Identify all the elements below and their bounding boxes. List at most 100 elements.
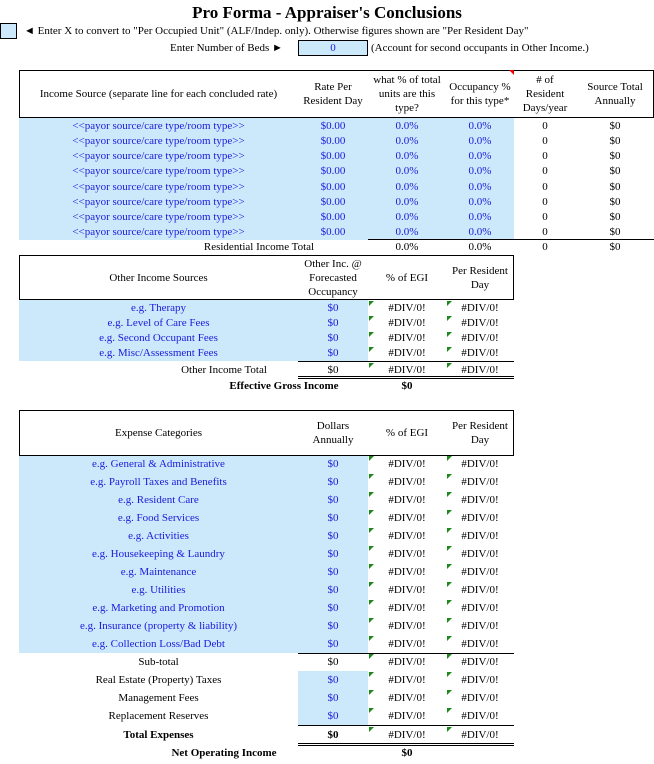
other-cell-2: #DIV/0! bbox=[388, 347, 426, 360]
income-cell-0[interactable]: <<payor source/care type/room type>> bbox=[72, 134, 245, 147]
expense-cell-0[interactable]: e.g. Housekeeping & Laundry bbox=[92, 548, 225, 560]
expense-cell-3: #DIV/0! bbox=[461, 566, 499, 578]
income-cell-0[interactable]: <<payor source/care type/room type>> bbox=[72, 150, 245, 162]
income-cell-2[interactable]: 0.0% bbox=[395, 165, 419, 178]
fixed-expense-cell-2: #DIV/0! bbox=[388, 710, 426, 722]
expense-header-1: Dollars Annually bbox=[312, 420, 354, 446]
other-cell-1[interactable]: $0 bbox=[327, 301, 339, 314]
income-cell-1[interactable]: $0.00 bbox=[320, 211, 346, 223]
fixed-expense-cell-1[interactable]: $0 bbox=[327, 710, 339, 722]
income-cell-1[interactable]: $0.00 bbox=[320, 134, 346, 147]
income-cell-2[interactable]: 0.0% bbox=[395, 134, 419, 147]
income-input-area bbox=[19, 118, 514, 240]
expense-header-2: % of EGI bbox=[385, 427, 429, 439]
income-cell-1[interactable]: $0.00 bbox=[320, 165, 346, 178]
comment-marker-icon bbox=[447, 492, 452, 497]
income-cell-3[interactable]: 0.0% bbox=[468, 195, 492, 208]
income-cell-0[interactable]: <<payor source/care type/room type>> bbox=[72, 226, 245, 239]
other-income-total-3: #DIV/0! bbox=[461, 363, 499, 376]
expense-cell-1[interactable]: $0 bbox=[327, 476, 339, 488]
income-cell-1[interactable]: $0.00 bbox=[320, 226, 346, 239]
expense-cell-1[interactable]: $0 bbox=[327, 566, 339, 578]
border-line bbox=[298, 653, 514, 654]
comment-marker-icon bbox=[369, 363, 374, 368]
expense-cell-0[interactable]: e.g. General & Administrative bbox=[92, 458, 225, 470]
income-cell-0[interactable]: <<payor source/care type/room type>> bbox=[72, 180, 245, 193]
other-cell-1[interactable]: $0 bbox=[327, 347, 339, 360]
convert-x-input[interactable] bbox=[0, 23, 17, 39]
other-cell-0[interactable]: e.g. Second Occupant Fees bbox=[99, 332, 218, 345]
expense-cell-1[interactable]: $0 bbox=[327, 512, 339, 524]
expense-cell-1[interactable]: $0 bbox=[327, 530, 339, 542]
income-cell-5: $0 bbox=[609, 119, 621, 132]
income-cell-3[interactable]: 0.0% bbox=[468, 119, 492, 132]
income-cell-0[interactable]: <<payor source/care type/room type>> bbox=[72, 165, 245, 178]
expense-cell-0[interactable]: e.g. Utilities bbox=[131, 584, 186, 596]
income-cell-4: 0 bbox=[542, 134, 548, 147]
income-cell-0[interactable]: <<payor source/care type/room type>> bbox=[72, 211, 245, 223]
expense-cell-1[interactable]: $0 bbox=[327, 620, 339, 632]
comment-marker-icon bbox=[447, 528, 452, 533]
income-cell-4: 0 bbox=[542, 165, 548, 178]
fixed-expense-cell-0: Real Estate (Property) Taxes bbox=[95, 674, 222, 686]
expense-cell-3: #DIV/0! bbox=[461, 458, 499, 470]
expense-cell-2: #DIV/0! bbox=[388, 548, 426, 560]
expense-cell-0[interactable]: e.g. Marketing and Promotion bbox=[92, 602, 225, 614]
expense-cell-0[interactable]: e.g. Maintenance bbox=[120, 566, 197, 578]
fixed-expense-cell-1[interactable]: $0 bbox=[327, 692, 339, 704]
expense-cell-1[interactable]: $0 bbox=[327, 584, 339, 596]
other-cell-0[interactable]: e.g. Misc/Assessment Fees bbox=[99, 347, 218, 360]
income-header-3: Occupancy % for this type* bbox=[449, 81, 511, 107]
income-cell-2[interactable]: 0.0% bbox=[395, 150, 419, 162]
income-cell-3[interactable]: 0.0% bbox=[468, 134, 492, 147]
egi-value: $0 bbox=[401, 379, 413, 392]
other-cell-1[interactable]: $0 bbox=[327, 316, 339, 329]
income-cell-1[interactable]: $0.00 bbox=[320, 195, 346, 208]
income-cell-2[interactable]: 0.0% bbox=[395, 119, 419, 132]
expense-header-3: Per Resident Day bbox=[452, 420, 508, 446]
other-cell-1[interactable]: $0 bbox=[327, 332, 339, 345]
beds-input[interactable]: 0 bbox=[298, 40, 368, 56]
income-cell-5: $0 bbox=[609, 134, 621, 147]
income-cell-0[interactable]: <<payor source/care type/room type>> bbox=[72, 195, 245, 208]
expense-cell-2: #DIV/0! bbox=[388, 620, 426, 632]
expense-cell-1[interactable]: $0 bbox=[327, 458, 339, 470]
expense-cell-1[interactable]: $0 bbox=[327, 494, 339, 506]
income-cell-1[interactable]: $0.00 bbox=[320, 119, 346, 132]
fixed-expense-cell-1[interactable]: $0 bbox=[327, 674, 339, 686]
income-cell-5: $0 bbox=[609, 180, 621, 193]
income-cell-3[interactable]: 0.0% bbox=[468, 165, 492, 178]
expense-cell-0[interactable]: e.g. Food Services bbox=[117, 512, 200, 524]
expense-cell-2: #DIV/0! bbox=[388, 638, 426, 650]
expense-cell-0[interactable]: e.g. Resident Care bbox=[118, 494, 199, 506]
income-cell-1[interactable]: $0.00 bbox=[320, 180, 346, 193]
income-cell-1[interactable]: $0.00 bbox=[320, 150, 346, 162]
expense-cell-0[interactable]: e.g. Payroll Taxes and Benefits bbox=[90, 476, 227, 488]
expense-cell-0[interactable]: e.g. Insurance (property & liability) bbox=[79, 620, 237, 632]
income-cell-0[interactable]: <<payor source/care type/room type>> bbox=[72, 119, 245, 132]
income-cell-2[interactable]: 0.0% bbox=[395, 195, 419, 208]
other-cell-0[interactable]: e.g. Level of Care Fees bbox=[107, 316, 210, 329]
comment-marker-icon bbox=[369, 546, 374, 551]
income-cell-2[interactable]: 0.0% bbox=[395, 211, 419, 223]
income-cell-2[interactable]: 0.0% bbox=[395, 180, 419, 193]
expense-cell-1[interactable]: $0 bbox=[327, 548, 339, 560]
other-cell-0[interactable]: e.g. Therapy bbox=[130, 301, 187, 314]
expense-cell-0[interactable]: e.g. Activities bbox=[128, 530, 189, 542]
income-cell-3[interactable]: 0.0% bbox=[468, 211, 492, 223]
income-cell-3[interactable]: 0.0% bbox=[468, 180, 492, 193]
other-income-total-2: #DIV/0! bbox=[388, 363, 426, 376]
expense-cell-1[interactable]: $0 bbox=[327, 638, 339, 650]
comment-marker-icon bbox=[447, 363, 452, 368]
income-cell-3[interactable]: 0.0% bbox=[468, 226, 492, 239]
expense-cell-0[interactable]: e.g. Collection Loss/Bad Debt bbox=[92, 638, 225, 650]
expense-cell-1[interactable]: $0 bbox=[327, 602, 339, 614]
fixed-expense-cell-2: #DIV/0! bbox=[388, 674, 426, 686]
income-cell-3[interactable]: 0.0% bbox=[468, 150, 492, 162]
comment-marker-icon bbox=[369, 456, 374, 461]
income-header-4: # of Resident Days/year bbox=[522, 74, 568, 114]
expense-cell-2: #DIV/0! bbox=[388, 458, 426, 470]
income-cell-2[interactable]: 0.0% bbox=[395, 226, 419, 239]
comment-marker-icon bbox=[447, 727, 452, 732]
noi-label: Net Operating Income bbox=[171, 747, 277, 759]
